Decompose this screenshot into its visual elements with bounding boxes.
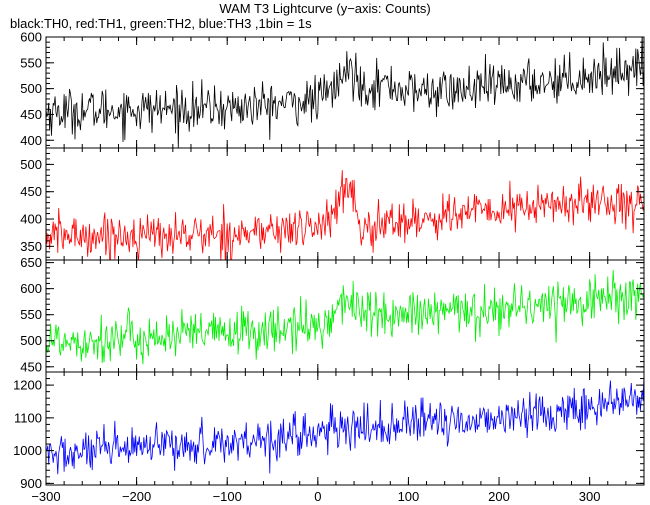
y-tick-label: 1000 xyxy=(13,443,42,458)
chart-title: WAM T3 Lightcurve (y−axis: Counts) xyxy=(219,1,431,16)
x-tick-label: 300 xyxy=(579,489,601,504)
panel-th0: 400 450 500 550 600 xyxy=(20,30,645,149)
y-tick-label: 500 xyxy=(20,333,42,348)
x-tick-label: 200 xyxy=(488,489,510,504)
panel-th3: 900 1000 1100 1200 xyxy=(13,371,645,491)
y-tick-label: 450 xyxy=(20,107,42,122)
y-tick-label: 500 xyxy=(20,157,42,172)
y-tick-label: 900 xyxy=(20,476,42,491)
x-tick-label: 100 xyxy=(398,489,420,504)
y-tick-label: 550 xyxy=(20,55,42,70)
series-line-th1 xyxy=(46,170,644,260)
series-line-th0 xyxy=(46,37,644,148)
x-axis: −300 −200 −100 0 100 200 300 xyxy=(31,489,600,504)
panel-th1: 350 400 450 500 xyxy=(20,147,645,261)
y-tick-label: 550 xyxy=(20,307,42,322)
y-tick-label: 500 xyxy=(20,81,42,96)
y-tick-label: 350 xyxy=(20,239,42,254)
series-line-th3 xyxy=(46,373,644,475)
series-line-th2 xyxy=(46,270,644,365)
y-tick-label: 400 xyxy=(20,212,42,227)
y-tick-label: 1100 xyxy=(14,410,42,425)
y-tick-label: 1200 xyxy=(13,378,42,393)
panel-frame xyxy=(45,259,645,373)
y-tick-label: 650 xyxy=(20,255,42,270)
chart-subtitle-legend: black:TH0, red:TH1, green:TH2, blue:TH3 … xyxy=(10,16,312,31)
x-tick-label: −300 xyxy=(31,489,60,504)
panels-group: 400 450 500 550 600 350 400 450 500 450 500 550 600 6… xyxy=(13,30,645,491)
x-tick-label: −200 xyxy=(122,489,151,504)
y-tick-label: 600 xyxy=(20,281,42,296)
panel-th2: 450 500 550 600 650 xyxy=(20,255,645,374)
y-tick-label: 450 xyxy=(20,359,42,374)
y-tick-label: 450 xyxy=(20,184,42,199)
y-tick-label: 400 xyxy=(20,133,42,148)
x-tick-label: −100 xyxy=(213,489,242,504)
panel-frame xyxy=(45,371,645,486)
y-tick-label: 600 xyxy=(20,30,42,45)
x-tick-label: 0 xyxy=(314,489,321,504)
